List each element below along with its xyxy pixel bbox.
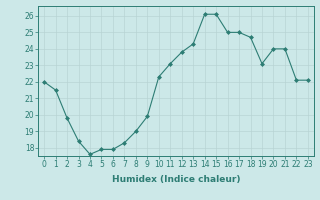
X-axis label: Humidex (Indice chaleur): Humidex (Indice chaleur) [112,175,240,184]
